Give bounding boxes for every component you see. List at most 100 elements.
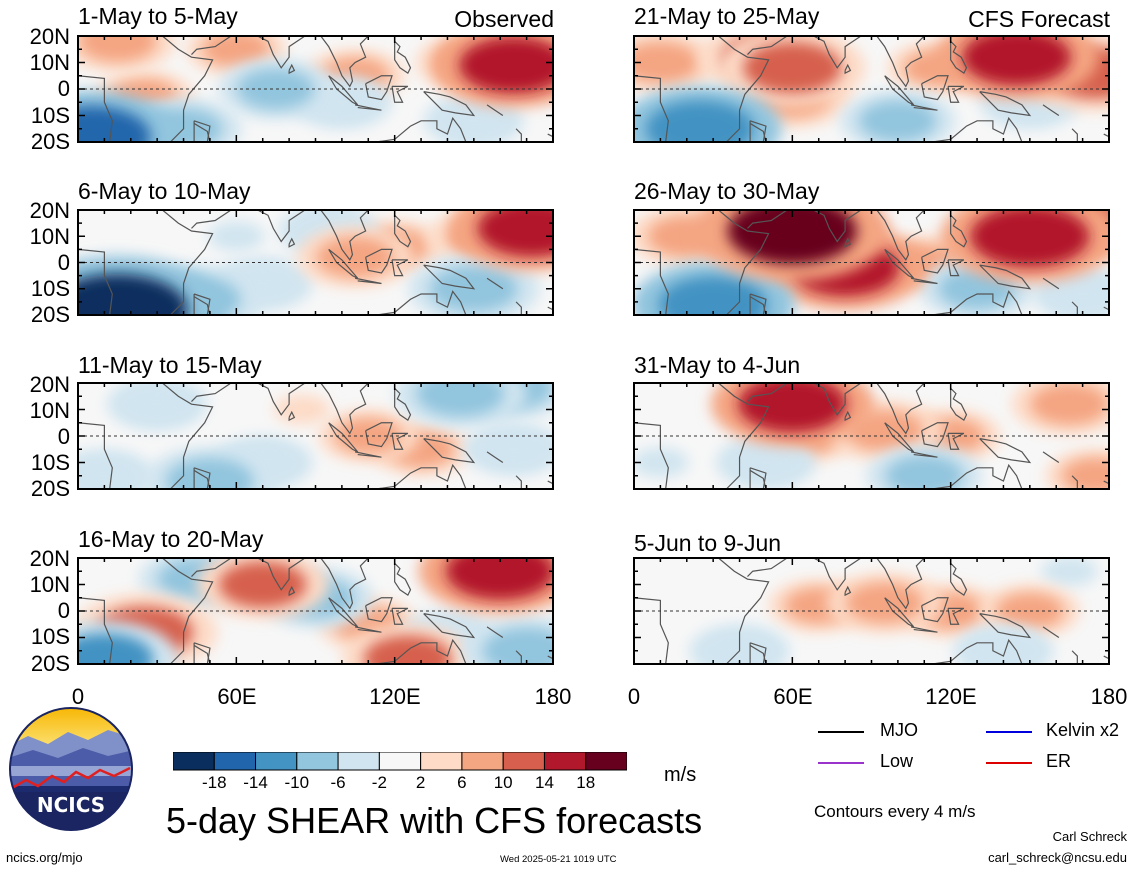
shear-anomaly-core — [482, 627, 553, 664]
shear-anomaly-core — [165, 458, 254, 489]
shear-anomaly-core — [970, 210, 1090, 268]
coastline — [884, 75, 915, 106]
footer-site-link[interactable]: ncics.org/mjo — [6, 850, 83, 865]
lat-label: 20N — [29, 546, 70, 571]
coastline — [749, 296, 767, 315]
colorbar-swatch — [420, 752, 463, 771]
coastline — [320, 558, 369, 610]
coastline — [747, 210, 788, 229]
coastline — [947, 85, 965, 103]
lat-label: 10S — [30, 624, 70, 649]
coastline — [813, 36, 862, 69]
coastline — [365, 422, 393, 448]
coastline — [749, 120, 767, 142]
lon-label: 120E — [925, 684, 977, 709]
er-line-icon — [986, 762, 1032, 764]
logo-text: NCICS — [37, 793, 105, 817]
colorbar-tick-label: 14 — [534, 773, 554, 792]
lat-label: 0 — [57, 250, 70, 275]
coastline — [257, 36, 306, 69]
lon-label: 180 — [534, 684, 572, 709]
coastline — [391, 259, 409, 277]
coastline — [950, 562, 968, 596]
coastline — [749, 122, 767, 142]
lat-label: 20S — [30, 651, 70, 676]
shear-anomaly-core — [416, 383, 505, 417]
footer-email[interactable]: carl_schreck@ncsu.edu — [988, 850, 1127, 865]
lon-label: 60E — [773, 684, 813, 709]
shear-anomaly-core — [207, 221, 265, 252]
shear-map — [633, 209, 1110, 316]
coastline — [486, 104, 504, 116]
coastline — [193, 296, 211, 315]
shear-anomaly-core — [459, 36, 553, 94]
coastline — [193, 122, 211, 142]
coastline — [1042, 277, 1060, 290]
coastline — [932, 638, 1023, 664]
coastline — [162, 210, 214, 315]
coastline — [78, 422, 113, 489]
coastline — [395, 372, 400, 377]
coastline — [947, 259, 965, 277]
coastline — [747, 383, 788, 402]
shear-anomaly-core — [658, 276, 768, 315]
shear-anomaly-core — [123, 386, 191, 422]
coastline — [423, 438, 476, 464]
legend-low: Low — [880, 751, 914, 771]
shear-anomaly-core — [1049, 276, 1109, 312]
colorbar-swatch — [213, 752, 257, 771]
colorbar-tick-label: 2 — [415, 773, 426, 792]
shear-anomaly-core — [743, 42, 842, 94]
coastline — [376, 116, 467, 142]
coastline — [921, 422, 949, 448]
coastline — [391, 85, 409, 103]
shear-anomaly-core — [1062, 457, 1109, 489]
panel-tag-observed: Observed — [454, 6, 554, 32]
coastline — [257, 383, 306, 416]
coastline — [191, 36, 232, 55]
lat-label: 10N — [29, 398, 70, 423]
coastline — [951, 547, 956, 552]
coastline — [394, 562, 412, 596]
shear-anomaly-core — [645, 100, 755, 142]
coastline — [979, 264, 1032, 290]
coastline — [634, 597, 669, 664]
coastline — [634, 248, 669, 315]
shear-anomaly-core — [962, 36, 1072, 86]
coastline — [718, 210, 770, 315]
legend-kelvin: Kelvin x2 — [1046, 720, 1120, 740]
lat-label: 10N — [29, 224, 70, 249]
legend-mjo: MJO — [880, 720, 918, 740]
coastline — [78, 597, 113, 664]
shear-anomaly-core — [273, 394, 331, 425]
lat-label: 0 — [57, 598, 70, 623]
coastline — [191, 383, 232, 402]
colorbar-swatch — [543, 752, 587, 771]
coastline — [634, 75, 669, 142]
map-frame — [633, 35, 1110, 143]
coastline — [193, 644, 211, 664]
panel-title: 11-May to 15-May — [78, 352, 262, 378]
panel-title: 5-Jun to 9-Jun — [634, 530, 782, 556]
coastline — [288, 63, 296, 75]
coastline — [423, 264, 476, 290]
coastline — [257, 210, 306, 243]
coastline — [1071, 128, 1078, 142]
coastline — [78, 248, 113, 315]
shear-anomaly-core — [78, 633, 154, 664]
coastline — [876, 36, 925, 88]
coastline — [979, 438, 1032, 464]
panel-title: 26-May to 30-May — [634, 178, 820, 204]
coastline — [844, 585, 852, 597]
kelvin-line-icon — [986, 731, 1032, 733]
lat-label: 0 — [57, 76, 70, 101]
lat-label: 20S — [30, 476, 70, 501]
coastline — [391, 432, 409, 450]
footer-author: Carl Schreck — [1052, 829, 1127, 844]
coastline — [376, 290, 467, 315]
coastline — [328, 75, 359, 106]
coastline — [747, 558, 788, 577]
coastline — [376, 463, 467, 489]
coastline — [718, 558, 770, 664]
shear-anomaly-core — [859, 100, 937, 142]
